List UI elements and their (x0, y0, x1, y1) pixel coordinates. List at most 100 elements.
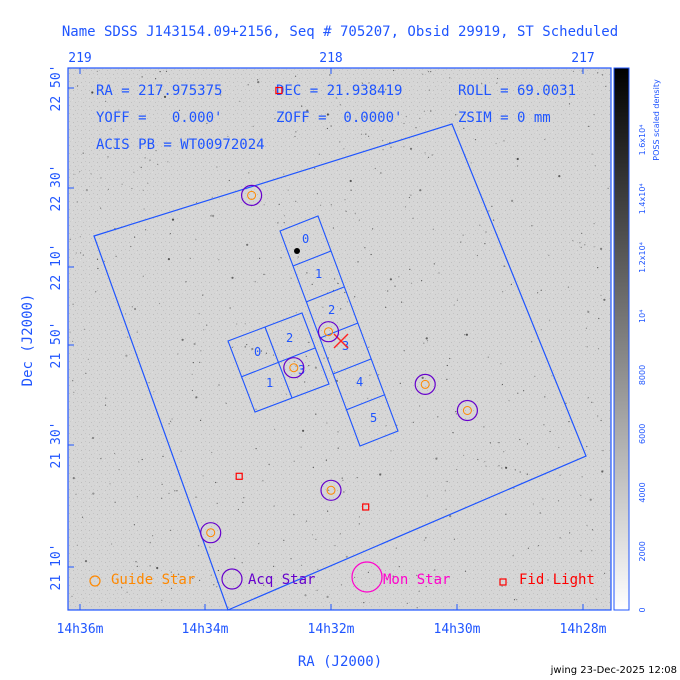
background-star (180, 450, 182, 452)
background-star (133, 524, 135, 526)
background-star (327, 510, 329, 512)
background-star (399, 382, 401, 384)
background-star (503, 140, 505, 142)
background-star (358, 523, 360, 525)
background-star (485, 231, 487, 233)
background-star (431, 154, 433, 156)
background-star (254, 281, 256, 283)
background-star (76, 85, 79, 87)
background-star (586, 445, 588, 448)
background-star (171, 218, 175, 221)
background-star (416, 574, 418, 576)
background-star (200, 350, 202, 352)
background-star (227, 135, 229, 138)
background-star (255, 448, 257, 450)
background-star (460, 241, 462, 243)
background-star (580, 246, 582, 248)
background-star (385, 425, 387, 427)
colorbar-tick-label: 4000 (638, 482, 647, 502)
background-star (543, 424, 545, 426)
background-star (152, 535, 154, 537)
background-star (159, 71, 161, 73)
background-star (344, 291, 346, 294)
background-star (95, 291, 97, 293)
background-star (344, 199, 346, 201)
background-star (340, 308, 342, 310)
background-star (198, 313, 200, 315)
background-star (418, 590, 420, 593)
background-star (246, 243, 249, 246)
background-star (231, 346, 233, 348)
background-star (412, 217, 414, 219)
legend-fid-light-label: Fid Light (519, 572, 595, 588)
background-star (79, 236, 81, 238)
background-star (586, 524, 588, 526)
background-star (531, 225, 533, 227)
background-star (503, 451, 505, 453)
background-star (421, 280, 423, 282)
background-star (558, 175, 561, 178)
bottom-axis-tick-label: 14h28m (560, 622, 607, 637)
background-star (453, 304, 455, 306)
background-star (318, 153, 320, 155)
background-star (202, 475, 204, 477)
background-star (343, 491, 345, 493)
background-star (158, 302, 161, 305)
background-star (368, 135, 370, 137)
background-star (295, 365, 297, 367)
background-star (385, 306, 387, 308)
background-star (341, 477, 343, 479)
background-star (547, 579, 549, 581)
acq-star-marker (241, 184, 263, 206)
fid-light-marker (275, 86, 283, 95)
legend: Guide Star Acq Star Mon Star Fid Light (89, 561, 595, 593)
background-star (81, 516, 84, 518)
background-star (365, 117, 367, 119)
background-star (262, 480, 264, 482)
background-star (274, 118, 276, 120)
background-star (481, 83, 483, 85)
background-star (470, 162, 472, 164)
background-star (316, 589, 318, 591)
background-star (202, 294, 204, 296)
background-star (500, 363, 502, 365)
background-star (540, 329, 542, 331)
legend-mon-star-icon (351, 561, 383, 593)
background-star (263, 273, 265, 275)
background-star (83, 328, 85, 330)
ccd-field-outline (93, 123, 587, 611)
background-star (557, 500, 560, 502)
background-star (410, 282, 413, 284)
background-star (84, 560, 88, 563)
background-star (181, 338, 184, 341)
background-star (551, 375, 553, 377)
background-star (337, 282, 339, 285)
background-star (294, 360, 296, 363)
background-star (273, 505, 275, 507)
background-star (343, 148, 345, 150)
colorbar (613, 67, 630, 611)
background-star (325, 459, 327, 461)
background-star (591, 529, 594, 531)
background-star (259, 257, 261, 259)
background-star (290, 277, 292, 279)
background-star (367, 571, 369, 573)
target-marker (333, 333, 349, 349)
background-star (568, 103, 571, 105)
background-star (314, 167, 316, 169)
colorbar-tick-label: 6000 (638, 424, 647, 444)
colorbar-tick-label: 1.2x10⁴ (638, 242, 647, 273)
background-star (389, 278, 392, 281)
ra-readout: RA = 217.975375 (96, 83, 222, 99)
background-star (311, 283, 313, 285)
guide-star-marker (326, 485, 336, 495)
background-star (544, 396, 546, 398)
background-star (323, 357, 325, 359)
background-star (419, 405, 421, 407)
background-star (368, 346, 370, 348)
background-star (581, 232, 583, 234)
background-star (283, 173, 285, 175)
legend-acq-star-icon (221, 568, 243, 590)
background-star (340, 584, 343, 586)
background-star (456, 299, 458, 301)
